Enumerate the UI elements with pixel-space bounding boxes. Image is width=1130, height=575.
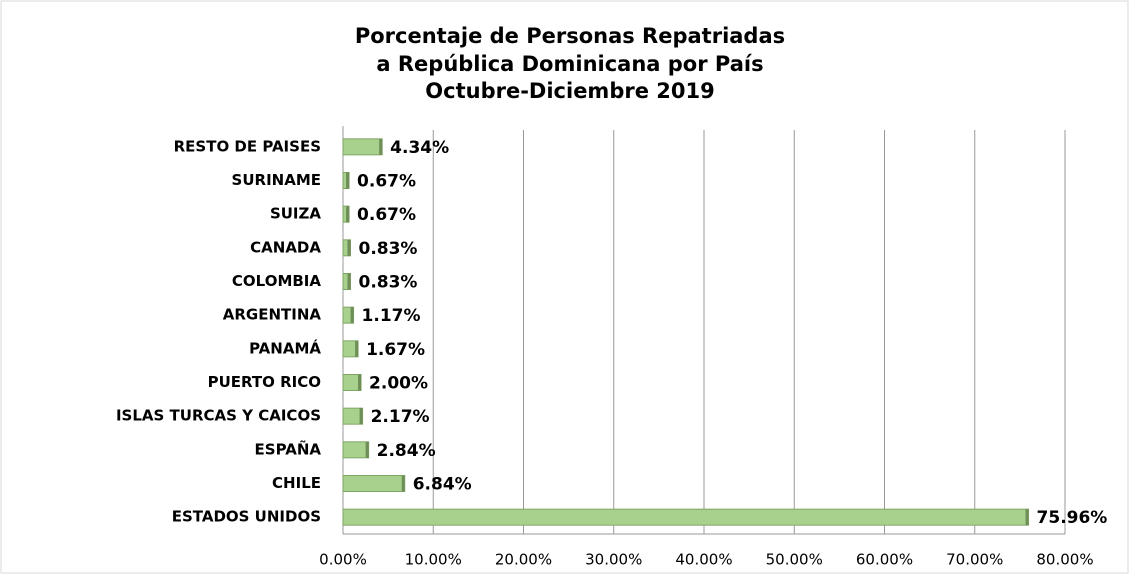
- x-tick-label: 80.00%: [1036, 551, 1093, 569]
- y-tick-label: ESPAÑA: [255, 439, 322, 458]
- bar-edge: [347, 273, 351, 290]
- bar-edge: [401, 475, 405, 492]
- y-tick-label: SUIZA: [270, 205, 321, 223]
- value-label: 0.83%: [358, 273, 417, 293]
- bar-edge: [347, 239, 351, 256]
- value-label: 1.67%: [366, 340, 425, 360]
- bar: [342, 508, 1030, 526]
- y-tick-label: CHILE: [272, 474, 321, 492]
- bar-edge: [358, 374, 362, 391]
- x-tick-label: 70.00%: [946, 551, 1003, 569]
- y-tick-label: CANADA: [250, 238, 321, 256]
- bar-edge: [346, 172, 350, 189]
- y-tick-label: ESTADOS UNIDOS: [172, 508, 321, 526]
- bar-edge: [359, 408, 363, 425]
- value-label: 0.83%: [358, 239, 417, 259]
- value-label: 1.17%: [362, 306, 421, 326]
- bar-edge: [379, 138, 383, 155]
- bar: [342, 441, 370, 459]
- y-tick-label: SURINAME: [232, 171, 321, 189]
- chart-title: Octubre-Diciembre 2019: [425, 79, 714, 103]
- x-tick-label: 0.00%: [319, 551, 367, 569]
- x-tick-label: 40.00%: [675, 551, 732, 569]
- x-tick-label: 60.00%: [856, 551, 913, 569]
- chart-title: Porcentaje de Personas Repatriadas: [355, 24, 785, 48]
- x-tick-label: 30.00%: [585, 551, 642, 569]
- bar: [342, 138, 383, 156]
- y-tick-label: PANAMÁ: [249, 338, 321, 357]
- value-label: 2.17%: [371, 407, 430, 427]
- bar: [342, 475, 406, 492]
- value-label: 6.84%: [413, 475, 472, 495]
- value-label: 2.84%: [377, 441, 436, 461]
- bar-edge: [350, 307, 354, 324]
- bar-edge: [1025, 509, 1029, 526]
- value-label: 4.34%: [390, 138, 449, 158]
- y-tick-label: ISLAS TURCAS Y CAICOS: [116, 407, 321, 425]
- y-tick-label: COLOMBIA: [232, 272, 321, 290]
- value-label: 0.67%: [357, 205, 416, 225]
- bar-edge: [365, 441, 369, 458]
- y-tick-label: ARGENTINA: [223, 306, 322, 324]
- value-label: 0.67%: [357, 172, 416, 192]
- value-label: 75.96%: [1037, 508, 1108, 528]
- bar-edge: [346, 206, 350, 223]
- y-tick-label: PUERTO RICO: [208, 373, 321, 391]
- y-tick-label: RESTO DE PAISES: [174, 137, 321, 155]
- value-label: 2.00%: [369, 374, 428, 394]
- chart-title: a República Dominicana por País: [376, 52, 763, 76]
- x-tick-label: 50.00%: [766, 551, 823, 569]
- x-tick-label: 20.00%: [495, 551, 552, 569]
- bar-edge: [355, 340, 359, 357]
- x-tick-label: 10.00%: [405, 551, 462, 569]
